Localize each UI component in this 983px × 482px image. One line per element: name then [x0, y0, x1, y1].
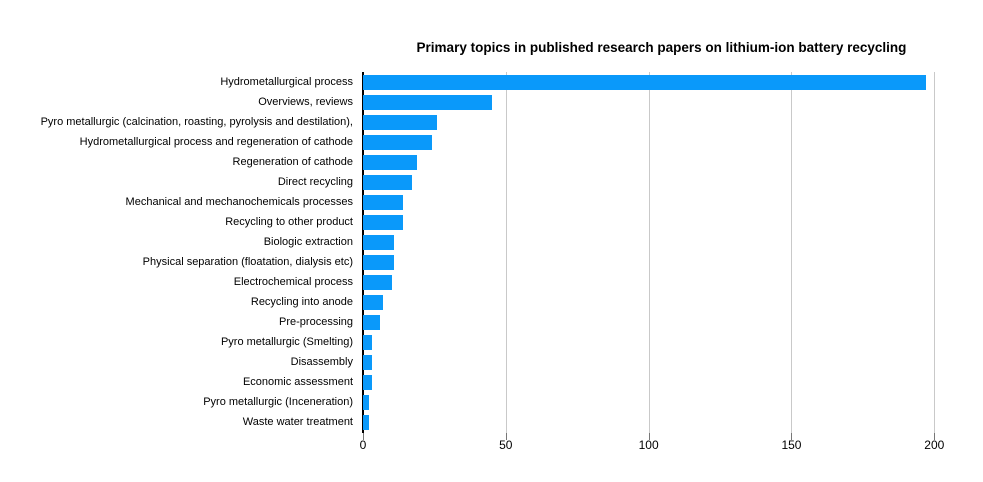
x-tick-mark-0	[363, 433, 364, 440]
category-label: Direct recycling	[277, 176, 353, 188]
gridline-100	[648, 72, 650, 433]
bar	[363, 375, 372, 390]
bar	[363, 415, 369, 430]
x-tick-label-0: 0	[359, 438, 367, 452]
bar	[363, 335, 372, 350]
gridline-50	[505, 72, 507, 433]
category-label: Pre-processing	[279, 316, 353, 328]
category-label: Pyro metallurgic (Smelting)	[220, 336, 353, 348]
category-label: Electrochemical process	[233, 276, 353, 288]
category-label: Regeneration of cathode	[232, 156, 353, 168]
x-tick-mark-50	[505, 433, 507, 440]
category-label: Recycling to other product	[225, 216, 353, 228]
category-label: Hydrometallurgical process	[220, 76, 353, 88]
bar	[363, 315, 381, 330]
bar	[363, 75, 926, 90]
category-label: Physical separation (floatation, dialysi…	[142, 256, 353, 268]
bar	[363, 95, 492, 110]
plot-area: 0 50 100 150 200 Hydrometallurgical process Ov…	[41, 72, 960, 452]
x-tick-mark-100	[648, 433, 650, 440]
x-tick-label-150: 150	[781, 438, 802, 452]
chart-title: Primary topics in published research pap…	[416, 40, 907, 55]
bar	[363, 295, 383, 310]
category-label: Pyro metallurgic (calcination, roasting,…	[40, 116, 353, 128]
x-tick-label-50: 50	[499, 438, 513, 452]
x-tick-label-100: 100	[638, 438, 659, 452]
x-tick-mark-200	[934, 433, 936, 440]
bar	[363, 215, 403, 230]
bar	[363, 275, 392, 290]
bar	[363, 195, 403, 210]
bar	[363, 395, 369, 410]
category-label: Economic assessment	[242, 376, 353, 388]
category-label: Disassembly	[290, 356, 353, 368]
x-tick-mark-150	[791, 433, 793, 440]
gridline-200	[934, 72, 936, 433]
y-axis-line	[362, 72, 364, 433]
category-label: Mechanical and mechanochemicals processe…	[125, 196, 353, 208]
category-label: Biologic extraction	[263, 236, 353, 248]
category-label: Pyro metallurgic (Inceneration)	[203, 396, 353, 408]
bar	[363, 115, 438, 130]
bar	[363, 155, 418, 170]
category-label: Overviews, reviews	[258, 96, 353, 108]
bar	[363, 235, 395, 250]
gridline-150	[791, 72, 793, 433]
bar	[363, 175, 412, 190]
x-tick-label-200: 200	[924, 438, 945, 452]
category-label: Hydrometallurgical process and regenerat…	[79, 136, 353, 148]
bar	[363, 355, 372, 370]
category-label: Waste water treatment	[242, 416, 353, 428]
category-label: Recycling into anode	[250, 296, 353, 308]
bar	[363, 255, 395, 270]
bar	[363, 135, 432, 150]
